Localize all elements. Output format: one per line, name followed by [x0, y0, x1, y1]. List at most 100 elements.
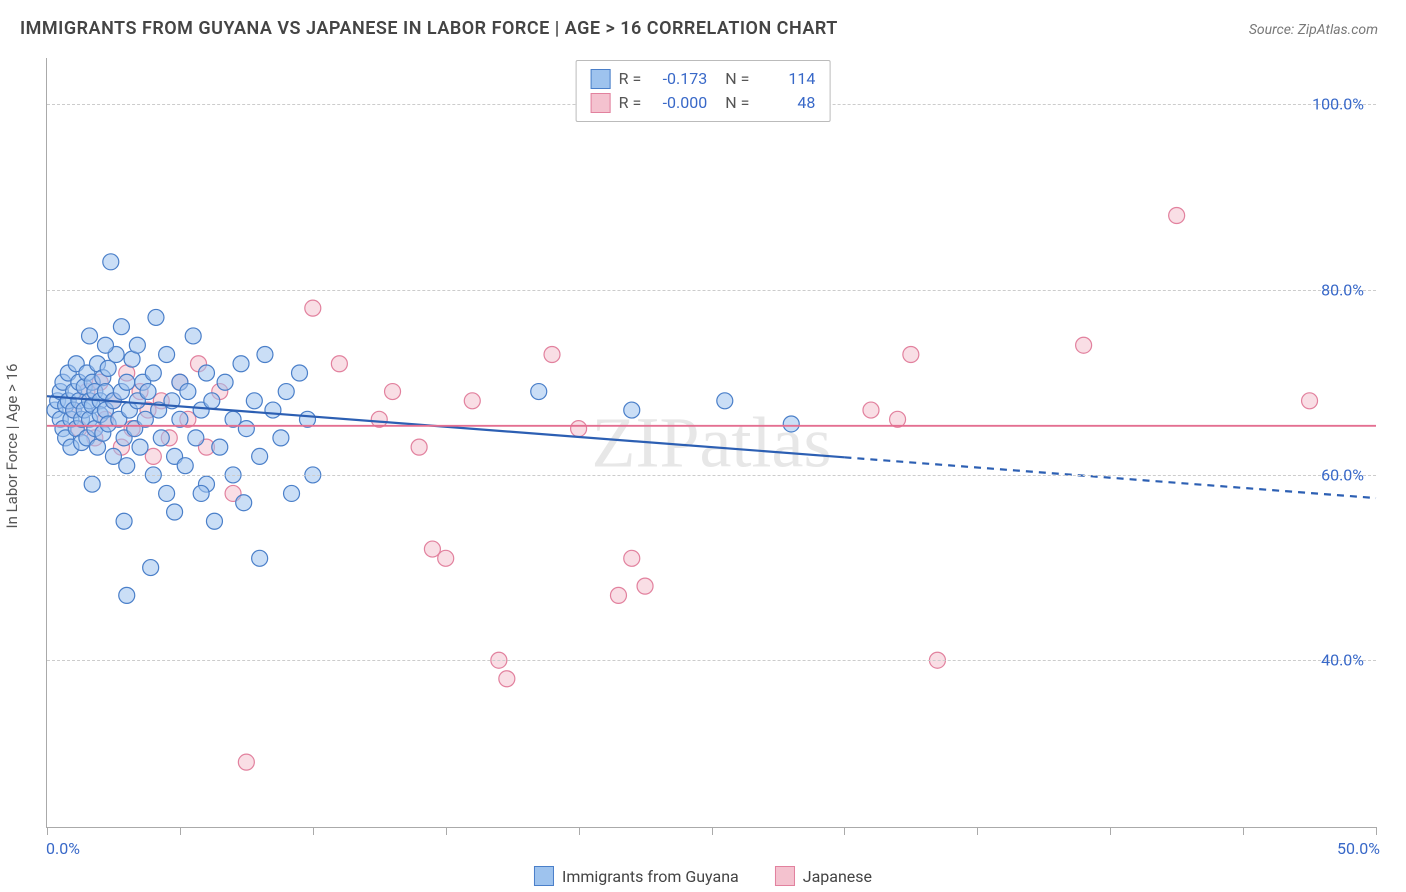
scatter-point — [1302, 393, 1318, 409]
x-tick — [579, 827, 580, 835]
trend-line-dashed — [844, 457, 1376, 498]
scatter-point — [212, 439, 228, 455]
scatter-point — [177, 458, 193, 474]
scatter-point — [113, 319, 129, 335]
bottom-legend: Immigrants from Guyana Japanese — [534, 866, 872, 886]
scatter-point — [198, 365, 214, 381]
n-value-1: 114 — [757, 67, 815, 91]
scatter-point — [903, 346, 919, 362]
scatter-point — [411, 439, 427, 455]
r-label-1: R = — [619, 67, 642, 91]
scatter-point — [265, 402, 281, 418]
scatter-point — [233, 356, 249, 372]
scatter-point — [116, 513, 132, 529]
scatter-point — [167, 504, 183, 520]
n-label-1: N = — [725, 67, 749, 91]
scatter-point — [103, 254, 119, 270]
scatter-point — [100, 360, 116, 376]
scatter-point — [257, 346, 273, 362]
scatter-point — [385, 384, 401, 400]
n-value-2: 48 — [757, 91, 815, 115]
x-tick-label: 50.0% — [1337, 839, 1380, 858]
gridline-h — [47, 290, 1376, 291]
legend-swatch-1 — [534, 866, 554, 886]
scatter-point — [119, 374, 135, 390]
r-value-2: -0.000 — [649, 91, 707, 115]
swatch-series2 — [591, 93, 611, 113]
scatter-point — [1076, 337, 1092, 353]
x-tick — [1110, 827, 1111, 835]
x-tick — [977, 827, 978, 835]
y-tick-label: 100.0% — [1312, 95, 1364, 114]
scatter-point — [305, 300, 321, 316]
scatter-point — [252, 448, 268, 464]
scatter-point — [119, 458, 135, 474]
x-tick — [1243, 827, 1244, 835]
scatter-point — [159, 485, 175, 501]
source-attribution: Source: ZipAtlas.com — [1249, 22, 1378, 38]
scatter-point — [143, 560, 159, 576]
stats-legend-box: R = -0.173 N = 114 R = -0.000 N = 48 — [576, 60, 831, 122]
scatter-point — [129, 337, 145, 353]
scatter-point — [188, 430, 204, 446]
y-tick-label: 40.0% — [1321, 651, 1364, 670]
stats-row-series1: R = -0.173 N = 114 — [591, 67, 816, 91]
scatter-point — [119, 587, 135, 603]
scatter-point — [717, 393, 733, 409]
legend-label-2: Japanese — [803, 867, 872, 886]
scatter-point — [637, 578, 653, 594]
scatter-point — [217, 374, 233, 390]
scatter-point — [252, 550, 268, 566]
scatter-point — [273, 430, 289, 446]
x-tick-label: 0.0% — [46, 839, 80, 858]
scatter-point — [82, 328, 98, 344]
scatter-point — [185, 328, 201, 344]
r-value-1: -0.173 — [649, 67, 707, 91]
y-axis-title: In Labor Force | Age > 16 — [3, 364, 21, 529]
chart-title: IMMIGRANTS FROM GUYANA VS JAPANESE IN LA… — [20, 18, 838, 39]
scatter-point — [292, 365, 308, 381]
x-tick — [446, 827, 447, 835]
scatter-point — [204, 393, 220, 409]
x-tick — [844, 827, 845, 835]
scatter-point — [624, 402, 640, 418]
scatter-point — [193, 485, 209, 501]
stats-row-series2: R = -0.000 N = 48 — [591, 91, 816, 115]
scatter-point — [438, 550, 454, 566]
scatter-point — [97, 337, 113, 353]
chart-svg — [47, 58, 1376, 827]
scatter-point — [159, 346, 175, 362]
scatter-point — [180, 384, 196, 400]
scatter-point — [1169, 208, 1185, 224]
y-tick-label: 60.0% — [1321, 465, 1364, 484]
scatter-point — [140, 384, 156, 400]
legend-item-1: Immigrants from Guyana — [534, 866, 739, 886]
legend-label-1: Immigrants from Guyana — [562, 867, 739, 886]
scatter-point — [571, 421, 587, 437]
scatter-point — [499, 671, 515, 687]
scatter-point — [145, 365, 161, 381]
y-tick-label: 80.0% — [1321, 280, 1364, 299]
scatter-point — [238, 421, 254, 437]
scatter-point — [206, 513, 222, 529]
swatch-series1 — [591, 69, 611, 89]
n-label-2: N = — [725, 91, 749, 115]
scatter-point — [624, 550, 640, 566]
scatter-point — [783, 416, 799, 432]
scatter-point — [238, 754, 254, 770]
scatter-point — [863, 402, 879, 418]
gridline-h — [47, 660, 1376, 661]
scatter-point — [284, 485, 300, 501]
legend-item-2: Japanese — [775, 866, 872, 886]
scatter-point — [148, 309, 164, 325]
scatter-point — [132, 439, 148, 455]
x-tick — [712, 827, 713, 835]
scatter-point — [531, 384, 547, 400]
scatter-point — [246, 393, 262, 409]
scatter-point — [544, 346, 560, 362]
scatter-point — [331, 356, 347, 372]
gridline-h — [47, 475, 1376, 476]
r-label-2: R = — [619, 91, 642, 115]
x-tick — [313, 827, 314, 835]
scatter-point — [464, 393, 480, 409]
